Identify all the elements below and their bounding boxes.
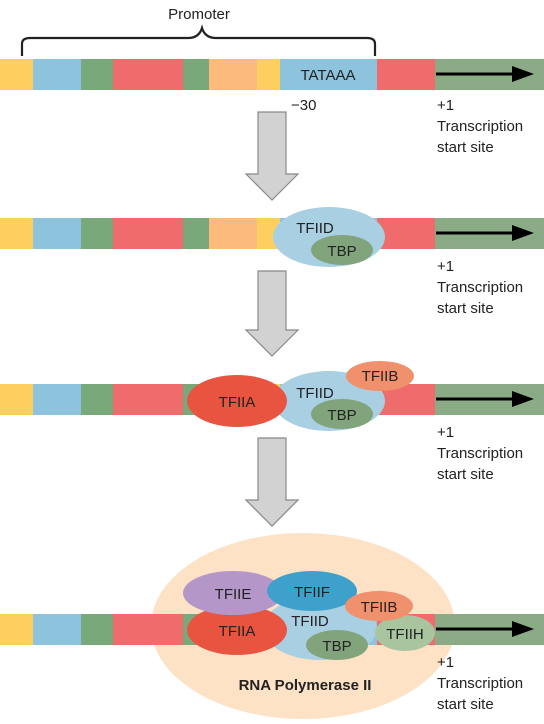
step-arrow-2 <box>244 270 300 357</box>
tbp-protein <box>311 399 373 429</box>
tfiih-label: TFIIH <box>386 626 424 643</box>
svg-text:Transcription: Transcription <box>437 279 523 296</box>
promoter-brace <box>20 24 377 56</box>
svg-text:+1: +1 <box>437 258 454 275</box>
svg-text:Transcription: Transcription <box>437 675 523 692</box>
transcription-arrow-1 <box>436 66 534 82</box>
svg-text:Transcription: Transcription <box>437 118 523 135</box>
tfiib-protein <box>345 591 413 621</box>
svg-text:start site: start site <box>437 696 494 713</box>
start-site-label-1: +1 Transcription start site <box>437 97 523 156</box>
start-site-label-4: +1 Transcription start site <box>437 654 523 713</box>
start-site-label-2: +1 Transcription start site <box>437 258 523 317</box>
svg-text:start site: start site <box>437 139 494 156</box>
svg-text:start site: start site <box>437 300 494 317</box>
tfiih-protein <box>375 615 435 651</box>
tfiid-label: TFIID <box>296 385 334 402</box>
tfiia-protein <box>187 375 287 427</box>
tbp-label: TBP <box>322 638 351 655</box>
svg-text:start site: start site <box>437 466 494 483</box>
tfiif-protein <box>267 571 357 611</box>
rna-polymerase-label: RNA Polymerase II <box>239 677 372 694</box>
tfiib-protein <box>346 361 414 391</box>
tfiia-protein <box>187 605 287 655</box>
start-site-label-3: +1 Transcription start site <box>437 424 523 483</box>
minus30-label: −30 <box>291 97 316 114</box>
tata-box <box>280 59 377 90</box>
tfiia-label: TFIIA <box>219 394 256 411</box>
tbp-protein <box>311 235 373 265</box>
tbp-label: TBP <box>327 243 356 260</box>
tfiib-label: TFIIB <box>361 599 398 616</box>
tbp-label: TBP <box>327 407 356 424</box>
step-arrow-1 <box>244 111 300 201</box>
svg-text:+1: +1 <box>437 654 454 671</box>
svg-text:Transcription: Transcription <box>437 445 523 462</box>
tfiia-label: TFIIA <box>219 623 256 640</box>
transcription-arrow-4 <box>436 621 534 637</box>
tfiid-label: TFIID <box>296 220 334 237</box>
tfiif-label: TFIIF <box>294 584 330 601</box>
promoter-label: Promoter <box>168 6 230 23</box>
transcription-arrow-2 <box>436 225 534 241</box>
tfiib-label: TFIIB <box>362 368 399 385</box>
svg-text:+1: +1 <box>437 424 454 441</box>
transcription-arrow-3 <box>436 391 534 407</box>
tfiie-protein <box>183 571 283 615</box>
step-arrow-3 <box>244 437 300 527</box>
tata-box-label: TATAAA <box>300 67 355 84</box>
svg-text:+1: +1 <box>437 97 454 114</box>
tfiie-label: TFIIE <box>215 586 252 603</box>
tfiid-label: TFIID <box>291 613 329 630</box>
tbp-protein <box>306 630 368 660</box>
